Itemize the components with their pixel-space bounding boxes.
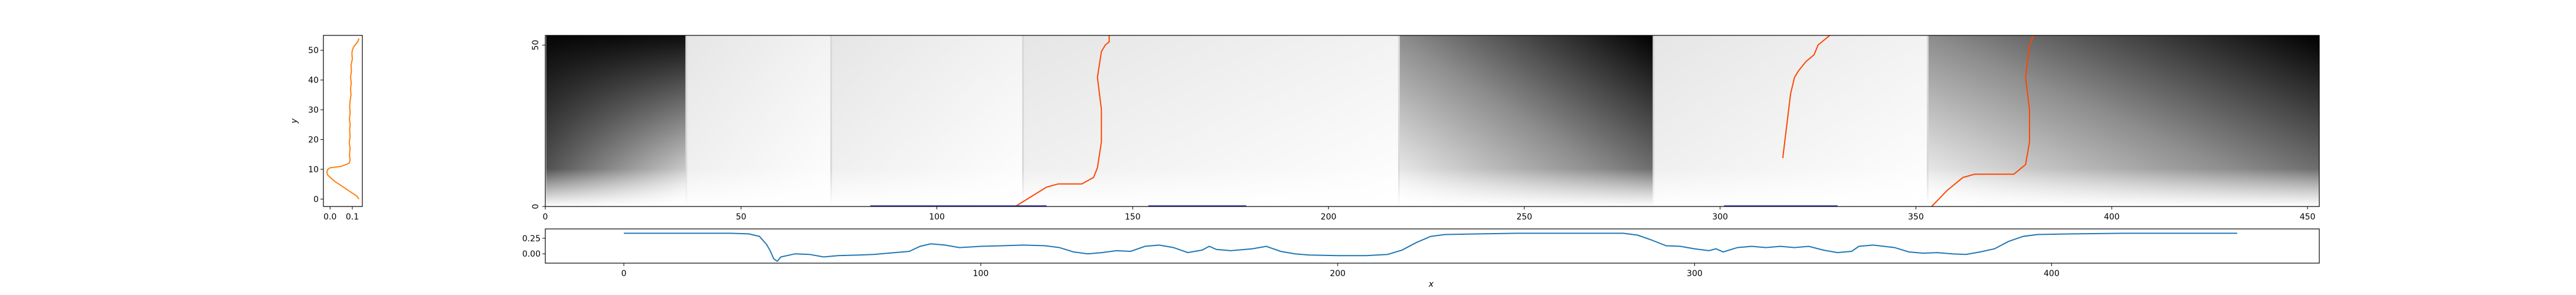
bottom-profile-xlabel: x	[1428, 280, 1434, 289]
left-xtick-label: 0.1	[346, 212, 359, 222]
heatmap-xtick-label: 250	[1517, 212, 1533, 222]
left-ytick-label: 30	[308, 106, 319, 115]
heatmap-xtick-label: 350	[1908, 212, 1924, 222]
heatmap-overlay-lines	[870, 35, 2034, 206]
bottom-profile-frame	[545, 228, 2320, 264]
heatmap-bottom-fade	[545, 169, 2319, 206]
bottom-xtick-label: 300	[1687, 269, 1703, 278]
bottom-ytick-label: 0.25	[522, 234, 541, 244]
left-ytick-label: 10	[308, 165, 319, 175]
bottom-xtick-label: 200	[1330, 269, 1346, 278]
heatmap-xtick-label: 50	[736, 212, 747, 222]
left-profile-series-line	[326, 38, 360, 199]
heatmap-path-line	[1782, 35, 1831, 159]
bottom-ytick-label: 0.00	[522, 250, 541, 259]
left-ytick-label: 20	[308, 136, 319, 145]
main-heatmap-panel: 0 50 100 150 200 250 300 350 400 450 0 50	[531, 35, 2320, 222]
bottom-profile-ticks: 0 100 200 300 400 0.00 0.25	[522, 234, 2060, 278]
heatmap-xtick-label: 450	[2300, 212, 2316, 222]
heatmap-xtick-label: 400	[2104, 212, 2120, 222]
bottom-xtick-label: 100	[973, 269, 989, 278]
left-profile-ticks: 0 10 20 30 40 50 0.0 0.1	[308, 46, 359, 222]
heatmap-xtick-label: 100	[929, 212, 945, 222]
heatmap-image	[545, 35, 2319, 206]
left-ytick-label: 50	[308, 46, 319, 55]
left-ytick-label: 40	[308, 76, 319, 86]
heatmap-ticks: 0 50 100 150 200 250 300 350 400 450 0 50	[531, 40, 2315, 222]
heatmap-xtick-label: 200	[1321, 212, 1337, 222]
heatmap-path-line	[1931, 35, 2034, 206]
heatmap-xtick-label: 150	[1125, 212, 1141, 222]
heatmap-xtick-label: 0	[543, 212, 548, 222]
left-profile-ylabel: y	[290, 118, 299, 124]
left-ytick-label: 0	[313, 195, 319, 204]
bottom-profile-series-line	[624, 232, 2237, 263]
left-profile-frame	[323, 35, 363, 207]
heatmap-ytick-label: 50	[531, 40, 541, 51]
left-xtick-label: 0.0	[323, 212, 336, 222]
heatmap-xtick-label: 300	[1712, 212, 1728, 222]
bottom-xtick-label: 400	[2044, 269, 2060, 278]
heatmap-ytick-label: 0	[531, 204, 541, 209]
left-profile-panel: 0 10 20 30 40 50 0.0 0.1 y	[290, 35, 363, 222]
heatmap-path-line	[1014, 35, 1110, 206]
bottom-xtick-label: 0	[621, 269, 627, 278]
bottom-profile-panel: 0 100 200 300 400 0.00 0.25 x	[522, 228, 2320, 289]
heatmap-frame	[545, 35, 2320, 207]
